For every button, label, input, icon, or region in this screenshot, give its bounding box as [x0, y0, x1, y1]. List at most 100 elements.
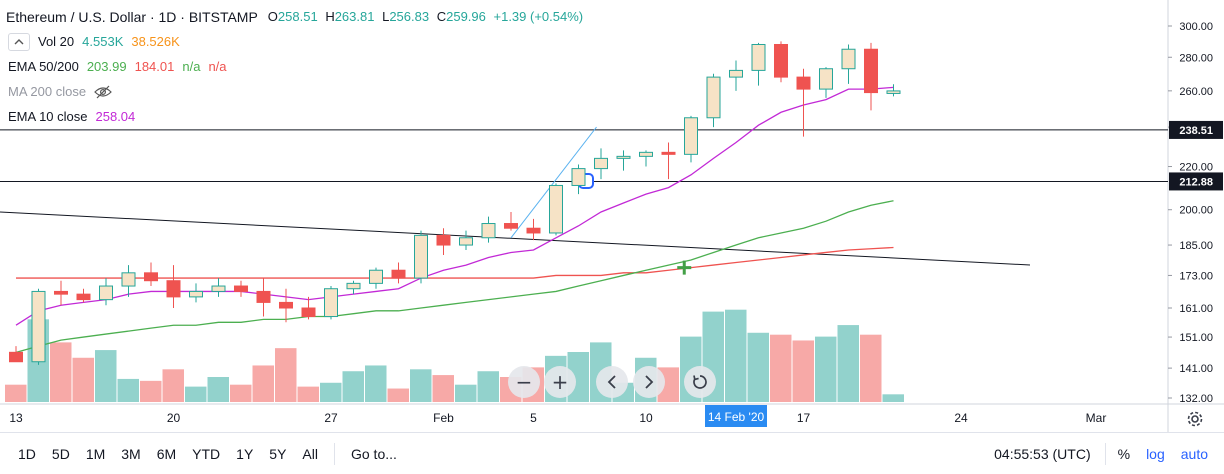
- timeframe-1y[interactable]: 1Y: [236, 445, 254, 462]
- timeframe-6m[interactable]: 6M: [156, 445, 177, 462]
- eye-off-icon[interactable]: [94, 85, 112, 99]
- candle-body: [864, 48, 878, 94]
- volume-bar: [185, 386, 207, 402]
- ohlc-high-key: H: [325, 8, 335, 24]
- volume-bar: [72, 357, 94, 402]
- candle-body: [571, 168, 586, 186]
- ema-200-value: 184.01: [134, 58, 175, 74]
- candle-body: [211, 285, 226, 292]
- volume-bar: [837, 325, 859, 402]
- price-axis-label-box: [1169, 120, 1223, 139]
- candle-body: [99, 285, 113, 301]
- ma-200-indicator-row[interactable]: MA 200 close: [6, 79, 583, 104]
- candle-body: [121, 272, 136, 287]
- percent-scale-toggle[interactable]: %: [1117, 446, 1131, 462]
- candle-body: [774, 43, 788, 78]
- volume-bar: [230, 384, 252, 402]
- volume-bar: [410, 369, 432, 402]
- timeframe-1m[interactable]: 1M: [85, 445, 106, 462]
- minus-icon: −: [515, 370, 533, 394]
- candle-body: [684, 117, 698, 155]
- candle-body: [279, 301, 293, 309]
- bottom-toolbar: 1D 5D 1M 3M 6M YTD 1Y 5Y All Go to... 04…: [0, 432, 1224, 474]
- volume-bar: [365, 365, 387, 402]
- volume-bar: [432, 375, 454, 402]
- timeframe-5y[interactable]: 5Y: [269, 445, 287, 462]
- ema-10-line: [15, 86, 894, 326]
- volume-bar: [770, 334, 792, 402]
- candle-body: [459, 237, 473, 246]
- volume-bar: [320, 382, 342, 402]
- timeframe-5d[interactable]: 5D: [51, 445, 70, 462]
- log-scale-toggle[interactable]: log: [1146, 446, 1165, 462]
- volume-bar: [792, 340, 814, 402]
- ema-50-line: [15, 200, 894, 353]
- y-axis-tick-label: 260.00: [1179, 86, 1213, 98]
- volume-label: Vol 20: [38, 33, 75, 49]
- ema-na-value-1: n/a: [182, 58, 201, 74]
- candle-body: [76, 293, 91, 301]
- volume-bar: [207, 377, 229, 402]
- timeframe-ytd[interactable]: YTD: [192, 445, 221, 462]
- x-axis-tick-label: 20: [167, 411, 181, 425]
- ema-50-200-label: EMA 50/200: [8, 58, 79, 74]
- ohlc-values: O258.51 H263.81 L256.83 C259.96 +1.39 (+…: [264, 8, 583, 26]
- volume-indicator-row[interactable]: Vol 20 4.553K 38.526K: [6, 29, 583, 54]
- y-axis-tick-label: 200.00: [1179, 205, 1213, 217]
- candle-body: [414, 234, 428, 279]
- ma-200-label: MA 200 close: [8, 83, 87, 99]
- symbol-title[interactable]: Ethereum / U.S. Dollar · 1D · BITSTAMP: [6, 8, 258, 25]
- toolbar-divider-right: [1104, 443, 1106, 465]
- volume-bar: [275, 348, 297, 402]
- zoom-out-button[interactable]: −: [508, 366, 540, 398]
- candle-body: [189, 290, 203, 298]
- timeframe-1d[interactable]: 1D: [18, 445, 36, 462]
- scroll-right-button[interactable]: [633, 366, 665, 398]
- ohlc-low-key: L: [382, 8, 390, 24]
- candle-body: [369, 269, 383, 284]
- reset-chart-button[interactable]: [684, 366, 716, 398]
- price-chart[interactable]: 132.00 141.00 151.00 161.00 173.00 185.00 200.…: [0, 0, 1224, 432]
- go-to-date-button[interactable]: Go to...: [350, 445, 397, 462]
- auto-scale-toggle[interactable]: auto: [1180, 446, 1208, 462]
- x-axis-tick-label: Feb: [433, 411, 454, 425]
- candle-body: [166, 280, 181, 298]
- candle-body: [391, 269, 406, 279]
- collapse-legend-button[interactable]: [8, 32, 30, 51]
- y-axis-tick-label: 300.00: [1179, 21, 1213, 33]
- volume-ma-value: 38.526K: [131, 33, 180, 49]
- candle-body: [144, 272, 158, 282]
- ohlc-close-key: C: [436, 8, 447, 24]
- volume-bar: [455, 384, 477, 402]
- utc-clock[interactable]: 04:55:53 (UTC): [994, 446, 1091, 462]
- candle-body: [324, 288, 338, 318]
- candle-body: [819, 68, 833, 90]
- zoom-in-button[interactable]: +: [544, 366, 576, 398]
- x-axis-tick-label: 24: [954, 411, 968, 425]
- volume-bar: [162, 369, 184, 402]
- volume-bar: [387, 388, 409, 402]
- candle-body: [729, 69, 743, 78]
- candle-body: [481, 223, 496, 239]
- toolbar-right: 04:55:53 (UTC) % log auto: [994, 433, 1224, 474]
- reset-icon: [693, 375, 707, 389]
- candle-body: [526, 227, 541, 234]
- y-axis-tick-label: 161.00: [1179, 303, 1213, 315]
- ema-50-200-indicator-row[interactable]: EMA 50/200 203.99 184.01 n/a n/a: [6, 54, 583, 79]
- timeframe-3m[interactable]: 3M: [121, 445, 141, 462]
- scroll-left-button[interactable]: [596, 366, 628, 398]
- timeframe-all[interactable]: All: [302, 445, 318, 462]
- price-axis-label-box: [1169, 172, 1223, 191]
- chart-area[interactable]: 132.00 141.00 151.00 161.00 173.00 185.00 200.…: [0, 0, 1224, 432]
- ema-10-indicator-row[interactable]: EMA 10 close 258.04: [6, 104, 583, 129]
- candle-body: [661, 151, 676, 155]
- symbol-row: Ethereum / U.S. Dollar · 1D · BITSTAMP O…: [6, 4, 583, 29]
- chevron-left-icon: [607, 375, 616, 389]
- gear-icon[interactable]: [1184, 408, 1206, 430]
- price-axis-label: 238.51: [1179, 125, 1213, 137]
- candle-body: [31, 290, 46, 363]
- y-axis-tick-label: 173.00: [1179, 270, 1213, 282]
- volume-value: 4.553K: [82, 33, 124, 49]
- chevron-right-icon: [645, 375, 654, 389]
- volume-bar: [117, 378, 139, 402]
